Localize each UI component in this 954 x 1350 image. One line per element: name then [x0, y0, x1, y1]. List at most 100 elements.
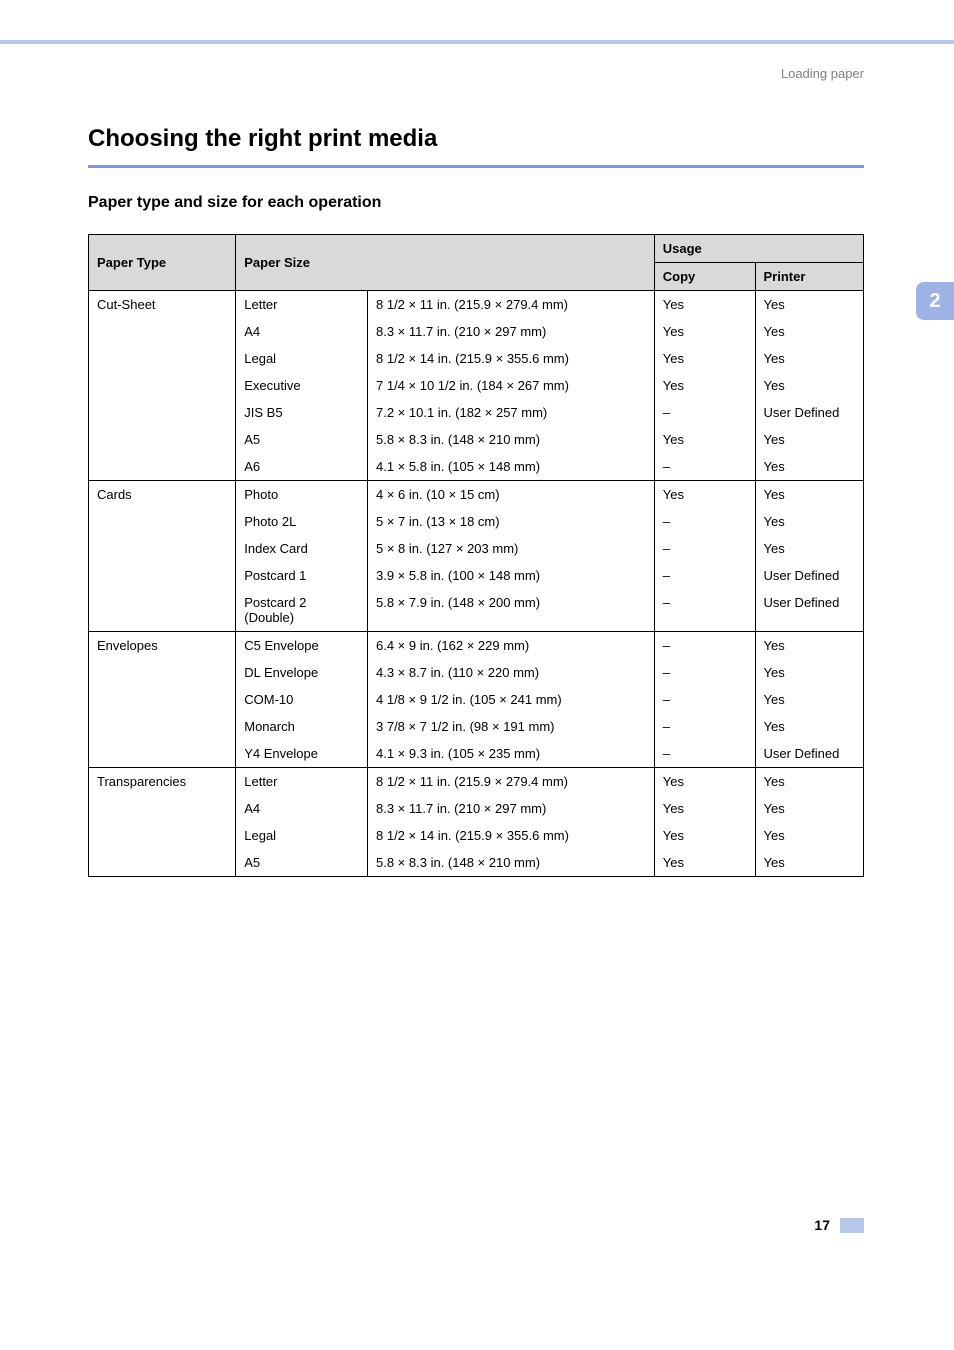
cell-copy: –	[654, 713, 755, 740]
cell-dimensions: 8 1/2 × 11 in. (215.9 × 279.4 mm)	[368, 768, 655, 796]
cell-dimensions: 5.8 × 8.3 in. (148 × 210 mm)	[368, 426, 655, 453]
cell-printer: User Defined	[755, 562, 864, 589]
cell-size-name: Photo 2L	[236, 508, 368, 535]
cell-copy: –	[654, 659, 755, 686]
cell-size-name: Photo	[236, 481, 368, 509]
cell-copy: Yes	[654, 795, 755, 822]
media-table: Paper Type Paper Size Usage Copy Printer…	[88, 234, 864, 877]
cell-copy: –	[654, 453, 755, 481]
cell-printer: Yes	[755, 822, 864, 849]
cell-printer: Yes	[755, 795, 864, 822]
cell-copy: Yes	[654, 822, 755, 849]
cell-dimensions: 3.9 × 5.8 in. (100 × 148 mm)	[368, 562, 655, 589]
cell-copy: Yes	[654, 426, 755, 453]
cell-printer: Yes	[755, 453, 864, 481]
cell-paper-type: Cards	[89, 481, 236, 632]
cell-copy: –	[654, 632, 755, 660]
cell-printer: Yes	[755, 372, 864, 399]
cell-copy: –	[654, 740, 755, 768]
cell-size-name: Postcard 1	[236, 562, 368, 589]
cell-printer: User Defined	[755, 399, 864, 426]
cell-size-name: A5	[236, 849, 368, 877]
title-rule	[88, 165, 864, 168]
cell-size-name: Legal	[236, 345, 368, 372]
cell-copy: –	[654, 508, 755, 535]
cell-copy: Yes	[654, 481, 755, 509]
cell-dimensions: 8 1/2 × 14 in. (215.9 × 355.6 mm)	[368, 822, 655, 849]
cell-printer: Yes	[755, 481, 864, 509]
cell-copy: Yes	[654, 768, 755, 796]
page-number: 17	[814, 1217, 830, 1233]
cell-dimensions: 6.4 × 9 in. (162 × 229 mm)	[368, 632, 655, 660]
table-row: CardsPhoto4 × 6 in. (10 × 15 cm)YesYes	[89, 481, 864, 509]
cell-dimensions: 5.8 × 8.3 in. (148 × 210 mm)	[368, 849, 655, 877]
cell-dimensions: 8 1/2 × 14 in. (215.9 × 355.6 mm)	[368, 345, 655, 372]
cell-size-name: Letter	[236, 291, 368, 319]
cell-printer: Yes	[755, 713, 864, 740]
subsection-title: Paper type and size for each operation	[88, 194, 864, 212]
cell-copy: –	[654, 562, 755, 589]
th-paper-size: Paper Size	[236, 235, 655, 291]
cell-copy: –	[654, 686, 755, 713]
cell-size-name: A6	[236, 453, 368, 481]
th-copy: Copy	[654, 263, 755, 291]
cell-printer: Yes	[755, 426, 864, 453]
th-paper-type: Paper Type	[89, 235, 236, 291]
th-printer: Printer	[755, 263, 864, 291]
cell-dimensions: 3 7/8 × 7 1/2 in. (98 × 191 mm)	[368, 713, 655, 740]
cell-dimensions: 8.3 × 11.7 in. (210 × 297 mm)	[368, 318, 655, 345]
cell-dimensions: 7.2 × 10.1 in. (182 × 257 mm)	[368, 399, 655, 426]
top-rule	[0, 40, 954, 44]
cell-size-name: A4	[236, 318, 368, 345]
cell-copy: Yes	[654, 345, 755, 372]
chapter-tab: 2	[916, 282, 954, 320]
cell-dimensions: 5 × 7 in. (13 × 18 cm)	[368, 508, 655, 535]
cell-size-name: Legal	[236, 822, 368, 849]
cell-copy: –	[654, 399, 755, 426]
corner-decoration	[840, 1218, 864, 1233]
cell-paper-type: Envelopes	[89, 632, 236, 768]
breadcrumb: Loading paper	[88, 66, 864, 81]
cell-dimensions: 4 1/8 × 9 1/2 in. (105 × 241 mm)	[368, 686, 655, 713]
cell-dimensions: 5.8 × 7.9 in. (148 × 200 mm)	[368, 589, 655, 632]
cell-size-name: Index Card	[236, 535, 368, 562]
cell-printer: Yes	[755, 318, 864, 345]
th-usage: Usage	[654, 235, 863, 263]
cell-size-name: A5	[236, 426, 368, 453]
cell-copy: Yes	[654, 318, 755, 345]
cell-printer: Yes	[755, 686, 864, 713]
cell-printer: Yes	[755, 659, 864, 686]
cell-paper-type: Cut-Sheet	[89, 291, 236, 481]
cell-copy: Yes	[654, 291, 755, 319]
cell-size-name: COM-10	[236, 686, 368, 713]
cell-paper-type: Transparencies	[89, 768, 236, 877]
cell-size-name: JIS B5	[236, 399, 368, 426]
cell-dimensions: 4 × 6 in. (10 × 15 cm)	[368, 481, 655, 509]
cell-printer: Yes	[755, 291, 864, 319]
table-row: TransparenciesLetter8 1/2 × 11 in. (215.…	[89, 768, 864, 796]
cell-size-name: C5 Envelope	[236, 632, 368, 660]
cell-dimensions: 4.1 × 9.3 in. (105 × 235 mm)	[368, 740, 655, 768]
cell-printer: Yes	[755, 849, 864, 877]
cell-printer: Yes	[755, 345, 864, 372]
cell-printer: User Defined	[755, 589, 864, 632]
cell-size-name: Monarch	[236, 713, 368, 740]
cell-printer: Yes	[755, 632, 864, 660]
cell-printer: User Defined	[755, 740, 864, 768]
cell-printer: Yes	[755, 508, 864, 535]
cell-dimensions: 8 1/2 × 11 in. (215.9 × 279.4 mm)	[368, 291, 655, 319]
cell-copy: Yes	[654, 849, 755, 877]
cell-size-name: A4	[236, 795, 368, 822]
cell-copy: –	[654, 535, 755, 562]
cell-dimensions: 4.1 × 5.8 in. (105 × 148 mm)	[368, 453, 655, 481]
cell-printer: Yes	[755, 768, 864, 796]
cell-copy: Yes	[654, 372, 755, 399]
cell-size-name: Executive	[236, 372, 368, 399]
section-title: Choosing the right print media	[88, 125, 864, 163]
footer: 17	[88, 1217, 864, 1261]
cell-dimensions: 5 × 8 in. (127 × 203 mm)	[368, 535, 655, 562]
cell-printer: Yes	[755, 535, 864, 562]
cell-size-name: Letter	[236, 768, 368, 796]
cell-dimensions: 8.3 × 11.7 in. (210 × 297 mm)	[368, 795, 655, 822]
table-row: Cut-SheetLetter8 1/2 × 11 in. (215.9 × 2…	[89, 291, 864, 319]
